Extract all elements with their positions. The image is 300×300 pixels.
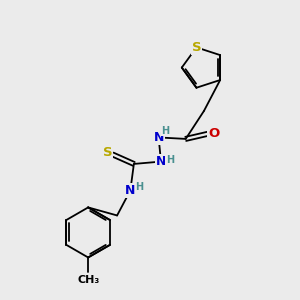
Text: H: H bbox=[161, 126, 169, 136]
Text: CH₃: CH₃ bbox=[77, 274, 99, 284]
Text: H: H bbox=[135, 182, 143, 193]
Text: S: S bbox=[103, 146, 112, 159]
Text: N: N bbox=[156, 155, 166, 168]
Text: N: N bbox=[153, 131, 164, 144]
Text: N: N bbox=[125, 184, 136, 197]
Text: H: H bbox=[166, 155, 174, 165]
Text: O: O bbox=[208, 127, 220, 140]
Text: S: S bbox=[192, 41, 201, 54]
